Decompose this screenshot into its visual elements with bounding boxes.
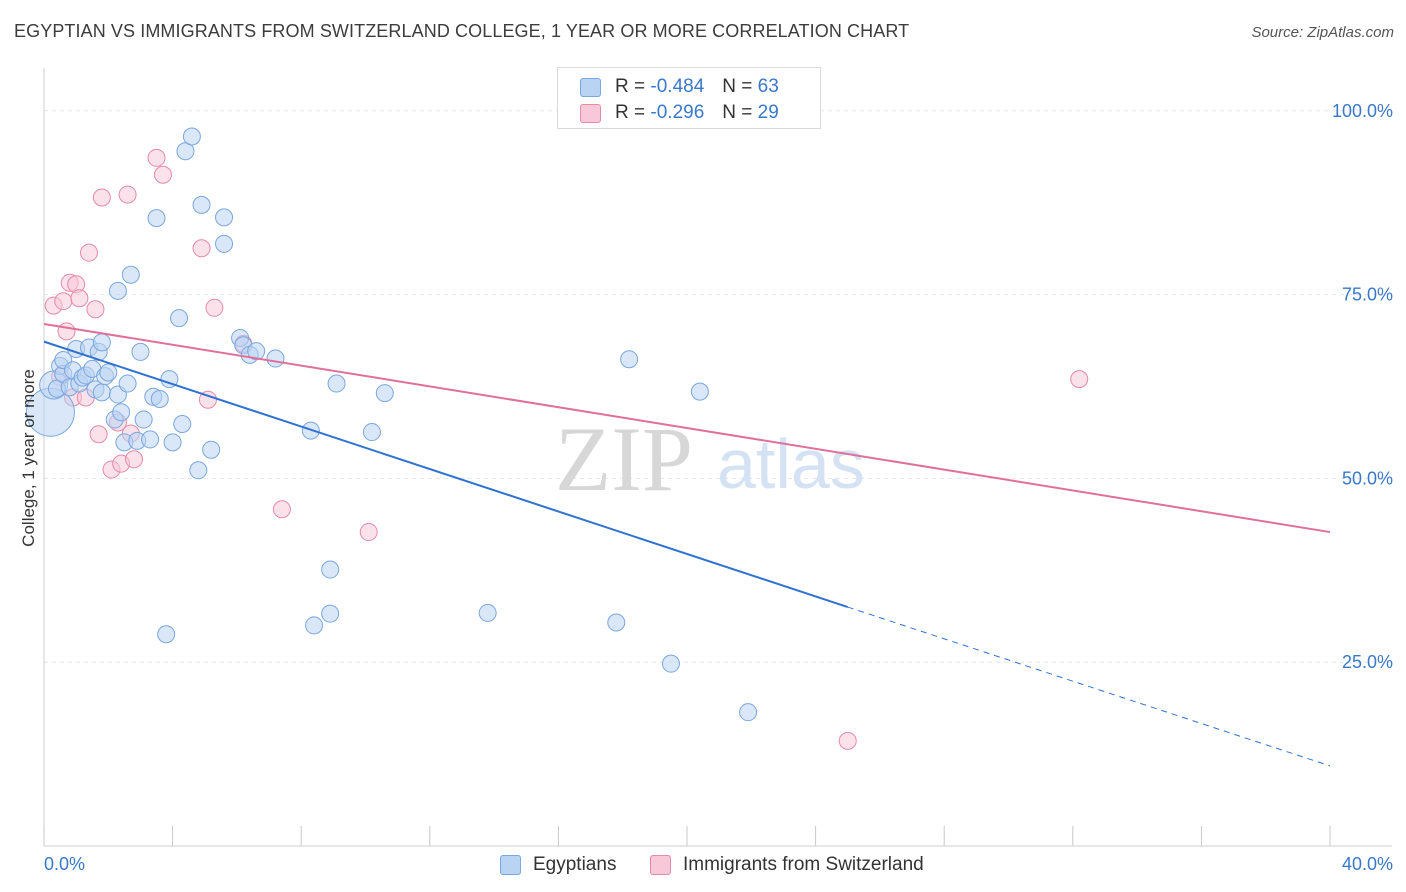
data-point-egyptians [478, 603, 497, 622]
data-point-switzerland [205, 298, 224, 317]
data-point-switzerland [118, 185, 137, 204]
x-tick-label: 0.0% [44, 854, 85, 874]
source-label: Source: ZipAtlas.com [1251, 24, 1394, 41]
data-point-egyptians [266, 349, 285, 368]
data-point-switzerland [57, 322, 76, 341]
y-tick-label: 75.0% [1342, 285, 1393, 305]
data-point-egyptians [321, 604, 340, 623]
data-point-egyptians [92, 383, 111, 402]
bottom-legend-label: Egyptians [533, 854, 617, 875]
bottom-legend-swatch-blue [500, 855, 521, 875]
data-point-egyptians [607, 613, 626, 632]
data-point-egyptians [375, 384, 394, 403]
legend-r-label: R = [615, 76, 646, 97]
watermark-atlas: atlas [717, 425, 865, 503]
data-point-egyptians [215, 234, 234, 253]
data-point-egyptians [121, 265, 140, 284]
y-axis-label: College, 1 year or more [19, 369, 38, 547]
data-point-egyptians [362, 423, 381, 442]
legend-swatch-pink [580, 103, 601, 123]
tick-labels: 25.0% 50.0% 75.0% 100.0% 0.0% 40.0% [44, 101, 1393, 874]
data-point-egyptians [305, 616, 324, 635]
data-point-switzerland [125, 450, 144, 469]
legend-row-switzerland: R = -0.296 N = 29 [580, 101, 779, 125]
data-point-egyptians [247, 342, 266, 361]
axes [43, 68, 1392, 847]
data-point-egyptians [112, 403, 131, 422]
data-point-egyptians [92, 333, 111, 352]
legend-n-value: 29 [757, 102, 779, 123]
y-tick-label: 25.0% [1342, 652, 1393, 672]
data-point-egyptians [108, 281, 127, 300]
watermark: ZIP atlas [555, 408, 865, 510]
data-point-egyptians [182, 127, 201, 146]
data-point-switzerland [86, 300, 105, 319]
data-point-egyptians [321, 560, 340, 579]
bottom-legend-egyptians[interactable]: Egyptians [500, 852, 616, 878]
legend-r-value: -0.296 [650, 102, 705, 123]
data-point-egyptians [189, 461, 208, 480]
data-point-switzerland [70, 289, 89, 308]
data-point-egyptians [327, 374, 346, 393]
data-point-egyptians [661, 654, 680, 673]
chart-title: EGYPTIAN VS IMMIGRANTS FROM SWITZERLAND … [14, 21, 910, 41]
data-point-switzerland [89, 425, 108, 444]
data-point-egyptians [134, 410, 153, 429]
data-point-egyptians [739, 703, 758, 722]
data-point-egyptians [99, 363, 118, 382]
legend-r-label: R = [615, 102, 646, 123]
data-point-egyptians [157, 625, 176, 644]
legend-r-value: -0.484 [650, 76, 705, 97]
trend-lines [43, 322, 1331, 767]
data-point-egyptians [173, 414, 192, 433]
data-point-switzerland [1070, 370, 1089, 389]
data-point-switzerland [359, 523, 378, 542]
data-point-switzerland [272, 500, 291, 519]
legend-n-value: 63 [757, 76, 779, 97]
data-point-switzerland [80, 243, 99, 262]
data-point-egyptians [147, 209, 166, 228]
data-point-egyptians [150, 389, 169, 408]
series-egyptians [25, 127, 758, 722]
data-point-egyptians [141, 430, 160, 449]
data-point-egyptians [620, 350, 639, 369]
bottom-legend-switzerland[interactable]: Immigrants from Switzerland [650, 852, 924, 878]
trend-line-switzerland [43, 322, 1331, 534]
legend-n-label: N = [722, 76, 753, 97]
data-point-egyptians [690, 382, 709, 401]
legend-row-egyptians: R = -0.484 N = 63 [580, 75, 779, 99]
data-point-egyptians [170, 309, 189, 328]
x-tick-label: 40.0% [1342, 854, 1393, 874]
data-point-switzerland [838, 731, 857, 750]
data-point-egyptians [163, 433, 182, 452]
bottom-legend-label: Immigrants from Switzerland [683, 854, 924, 875]
watermark-zip: ZIP [555, 408, 693, 510]
gridlines [44, 110, 1392, 663]
y-tick-label: 50.0% [1342, 468, 1393, 488]
data-point-switzerland [147, 148, 166, 167]
trend-line-egyptians-extrapolated [847, 606, 1331, 767]
data-point-egyptians [192, 195, 211, 214]
correlation-legend: R = -0.484 N = 63 R = -0.296 N = 29 [557, 67, 821, 129]
data-point-egyptians [118, 374, 137, 393]
data-point-switzerland [192, 239, 211, 258]
data-point-switzerland [153, 165, 172, 184]
data-point-egyptians [160, 370, 179, 389]
y-tick-label: 100.0% [1332, 101, 1393, 121]
data-point-switzerland [54, 292, 73, 311]
data-point-switzerland [198, 390, 217, 409]
data-point-switzerland [92, 188, 111, 207]
legend-n-label: N = [722, 102, 753, 123]
trend-line-egyptians [43, 340, 849, 608]
bottom-legend-swatch-pink [650, 855, 671, 875]
data-point-egyptians [202, 440, 221, 459]
data-point-egyptians [215, 208, 234, 227]
data-point-egyptians [131, 342, 150, 361]
legend-swatch-blue [580, 77, 601, 97]
